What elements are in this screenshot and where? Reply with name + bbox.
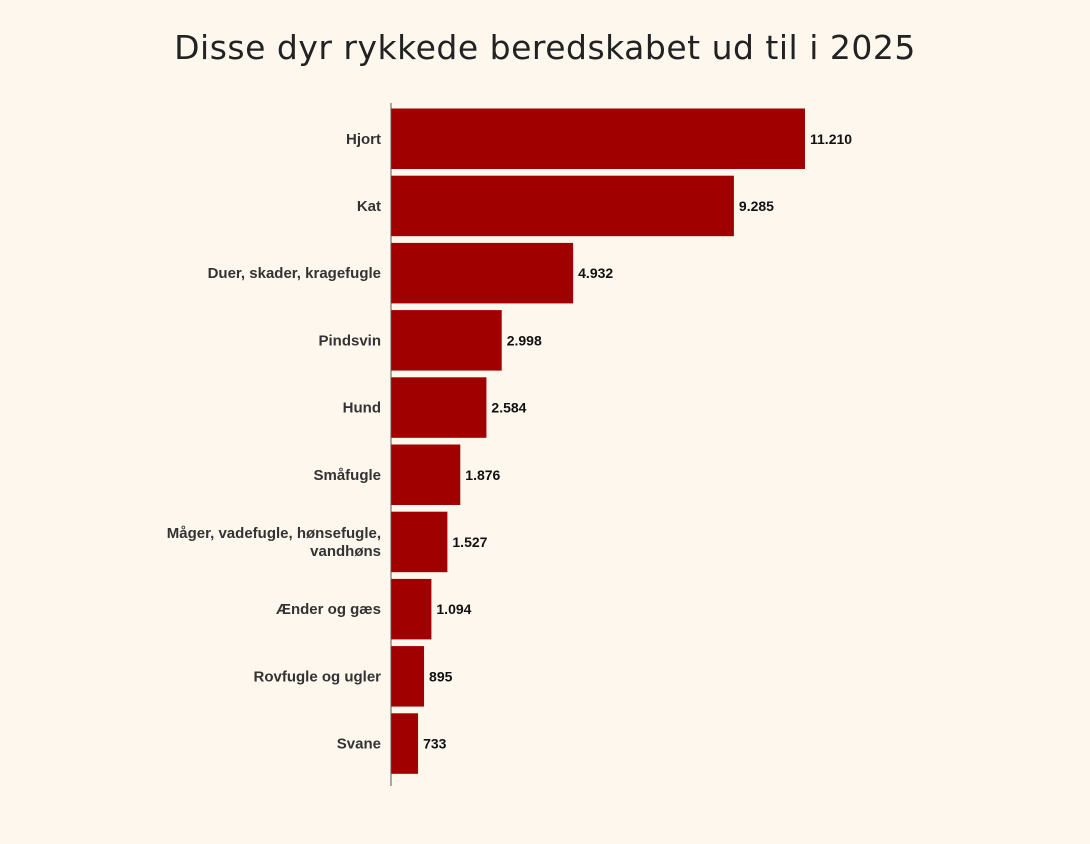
value-label: 733 — [423, 736, 447, 752]
value-label: 1.527 — [452, 534, 487, 550]
bar — [391, 175, 734, 237]
category-label: Kat — [357, 198, 381, 215]
bar — [391, 310, 502, 371]
category-label: Måger, vadefugle, hønsefugle, vandhøns — [167, 525, 381, 560]
value-label: 2.584 — [491, 400, 526, 416]
category-label: Rovfugle og ugler — [254, 668, 382, 685]
value-label: 9.285 — [739, 198, 774, 214]
bar — [391, 242, 574, 304]
bar — [391, 511, 448, 573]
bar — [391, 444, 461, 505]
chart-title: Disse dyr rykkede beredskabet ud til i 2… — [174, 28, 916, 67]
value-label: 895 — [429, 668, 453, 684]
category-label: Hjort — [346, 131, 381, 148]
value-label: 11.210 — [810, 131, 852, 147]
bar — [391, 578, 432, 640]
category-label: Pindsvin — [318, 332, 381, 349]
category-label: Ænder og gæs — [276, 601, 381, 618]
value-label: 4.932 — [578, 265, 613, 281]
category-label: Småfugle — [313, 467, 381, 484]
bar — [391, 646, 425, 707]
bar — [391, 108, 805, 169]
value-label: 1.876 — [465, 467, 500, 483]
value-label: 2.998 — [507, 332, 542, 348]
category-label: Hund — [343, 400, 381, 417]
value-label: 1.094 — [436, 601, 471, 617]
category-label: Svane — [337, 736, 381, 753]
category-label: Duer, skader, kragefugle — [208, 265, 381, 282]
bar — [391, 713, 419, 774]
bar — [391, 377, 487, 438]
